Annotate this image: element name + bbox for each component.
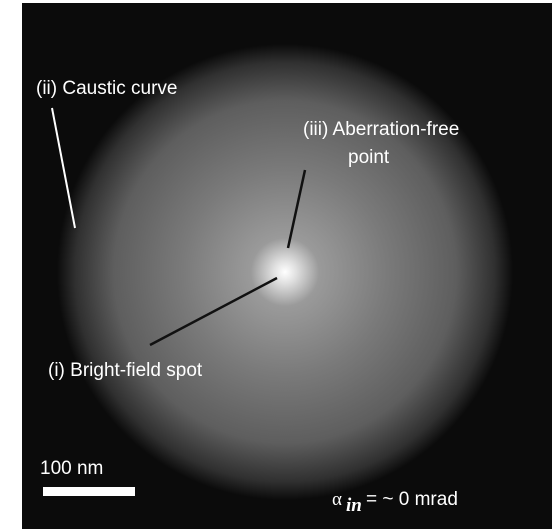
parameter-symbol: α — [332, 489, 342, 510]
aberration-label: point — [348, 147, 390, 168]
scale-bar — [43, 487, 135, 496]
parameter-subscript: in — [346, 495, 362, 516]
aberration-label: (iii) Aberration-free — [303, 119, 459, 140]
parameter-value: = ~ 0 mrad — [366, 489, 458, 510]
bright-field-label: (i) Bright-field spot — [48, 360, 203, 381]
caustic-label: (ii) Caustic curve — [36, 78, 177, 99]
scale-bar-label: 100 nm — [40, 458, 103, 479]
micrograph: (ii) Caustic curve (iii) Aberration-free… — [0, 0, 552, 529]
probe-disk — [57, 44, 513, 500]
